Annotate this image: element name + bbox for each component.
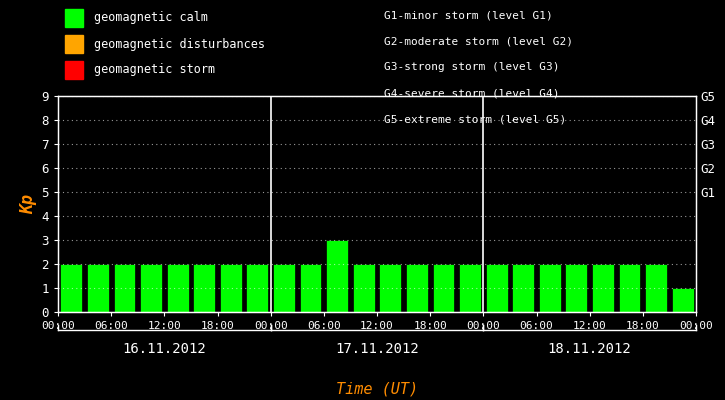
Text: 16.11.2012: 16.11.2012 [123,342,206,356]
Bar [406,264,428,312]
Text: 18.11.2012: 18.11.2012 [548,342,631,356]
Bar [247,264,268,312]
Bar [60,264,82,312]
Bar [566,264,587,312]
Bar [114,264,136,312]
Bar [194,264,215,312]
Bar [220,264,241,312]
Text: geomagnetic storm: geomagnetic storm [94,64,215,76]
Bar [618,264,640,312]
Text: G1-minor storm (level G1): G1-minor storm (level G1) [384,10,553,20]
Bar [140,264,162,312]
Text: Time (UT): Time (UT) [336,381,418,396]
Bar [379,264,401,312]
Text: G2-moderate storm (level G2): G2-moderate storm (level G2) [384,36,573,46]
Bar [273,264,295,312]
Bar [672,288,694,312]
Text: G5-extreme storm (level G5): G5-extreme storm (level G5) [384,114,566,124]
Text: G4-severe storm (level G4): G4-severe storm (level G4) [384,88,560,98]
Y-axis label: Kp: Kp [20,194,37,214]
Bar [539,264,560,312]
Bar [299,264,321,312]
Text: geomagnetic disturbances: geomagnetic disturbances [94,38,265,50]
Bar [433,264,455,312]
Bar [459,264,481,312]
Bar [326,240,348,312]
Bar [167,264,188,312]
Bar [87,264,109,312]
Text: G3-strong storm (level G3): G3-strong storm (level G3) [384,62,560,72]
Bar [486,264,508,312]
Bar [353,264,375,312]
Text: 17.11.2012: 17.11.2012 [335,342,419,356]
Bar [513,264,534,312]
Bar [645,264,667,312]
Bar [592,264,614,312]
Text: geomagnetic calm: geomagnetic calm [94,12,208,24]
